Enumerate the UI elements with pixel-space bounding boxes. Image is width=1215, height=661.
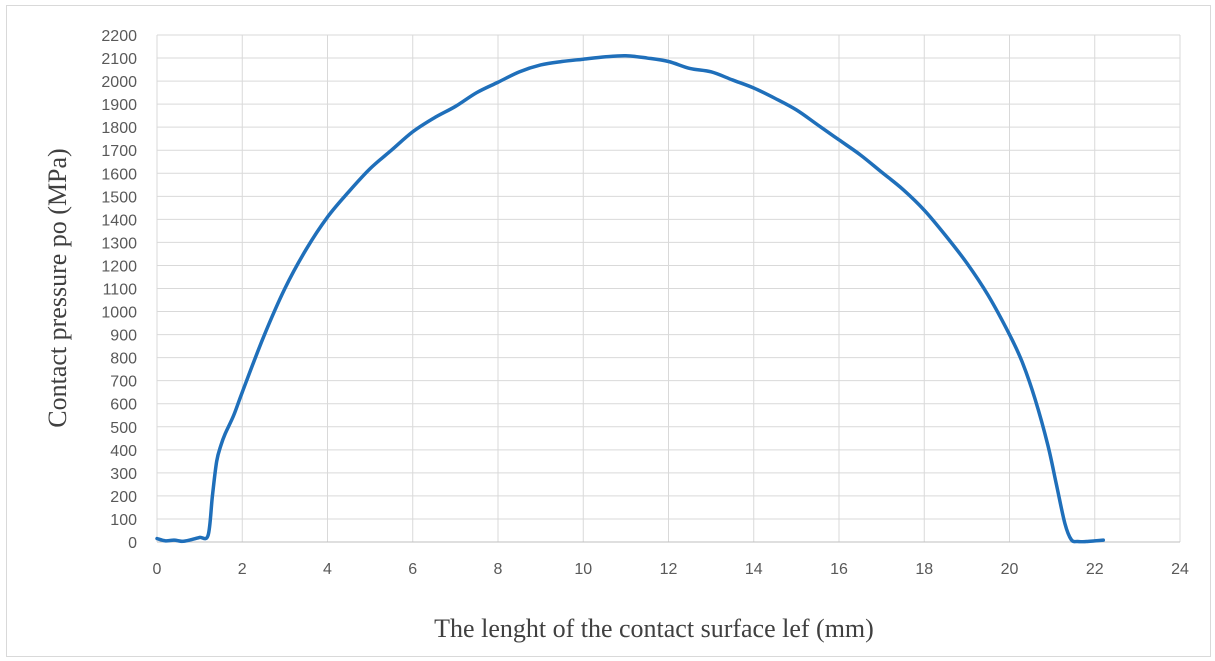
x-tick-label: 14	[745, 561, 763, 578]
y-tick-label: 800	[110, 351, 137, 368]
y-tick-label: 1600	[101, 166, 137, 183]
x-tick-label: 18	[915, 561, 933, 578]
x-tick-label: 0	[153, 561, 162, 578]
y-tick-label: 2000	[101, 74, 137, 91]
x-tick-label: 10	[574, 561, 592, 578]
y-tick-label: 300	[110, 466, 137, 483]
tick-labels: 0100200300400500600700800900100011001200…	[101, 28, 1189, 578]
chart-frame	[6, 5, 1211, 657]
y-tick-label: 2200	[101, 28, 137, 45]
y-tick-label: 400	[110, 443, 137, 460]
y-tick-label: 1400	[101, 212, 137, 229]
y-tick-label: 2100	[101, 51, 137, 68]
y-tick-label: 900	[110, 328, 137, 345]
y-tick-label: 600	[110, 397, 137, 414]
series-line-0	[155, 53, 1106, 544]
x-tick-label: 8	[494, 561, 503, 578]
x-tick-label: 12	[660, 561, 678, 578]
y-tick-label: 1300	[101, 235, 137, 252]
y-tick-label: 1500	[101, 189, 137, 206]
y-tick-label: 500	[110, 420, 137, 437]
y-tick-label: 1200	[101, 258, 137, 275]
y-tick-label: 100	[110, 512, 137, 529]
x-tick-label: 22	[1086, 561, 1104, 578]
y-tick-label: 1800	[101, 120, 137, 137]
y-tick-label: 1000	[101, 305, 137, 322]
x-tick-label: 16	[830, 561, 848, 578]
grid-lines	[157, 34, 1181, 542]
y-tick-label: 700	[110, 374, 137, 391]
x-tick-label: 24	[1171, 561, 1189, 578]
y-axis-title: Contact pressure po (MPa)	[43, 148, 72, 427]
x-tick-label: 6	[408, 561, 417, 578]
x-tick-label: 4	[323, 561, 332, 578]
y-tick-label: 1700	[101, 143, 137, 160]
y-tick-label: 0	[128, 535, 137, 552]
x-tick-label: 20	[1001, 561, 1019, 578]
y-tick-label: 1100	[103, 282, 138, 299]
x-tick-label: 2	[238, 561, 247, 578]
x-axis-title: The lenght of the contact surface lef (m…	[434, 614, 874, 643]
y-tick-label: 1900	[101, 97, 137, 114]
series-layer	[155, 53, 1106, 544]
y-tick-label: 200	[110, 489, 137, 506]
axes	[156, 35, 1180, 543]
